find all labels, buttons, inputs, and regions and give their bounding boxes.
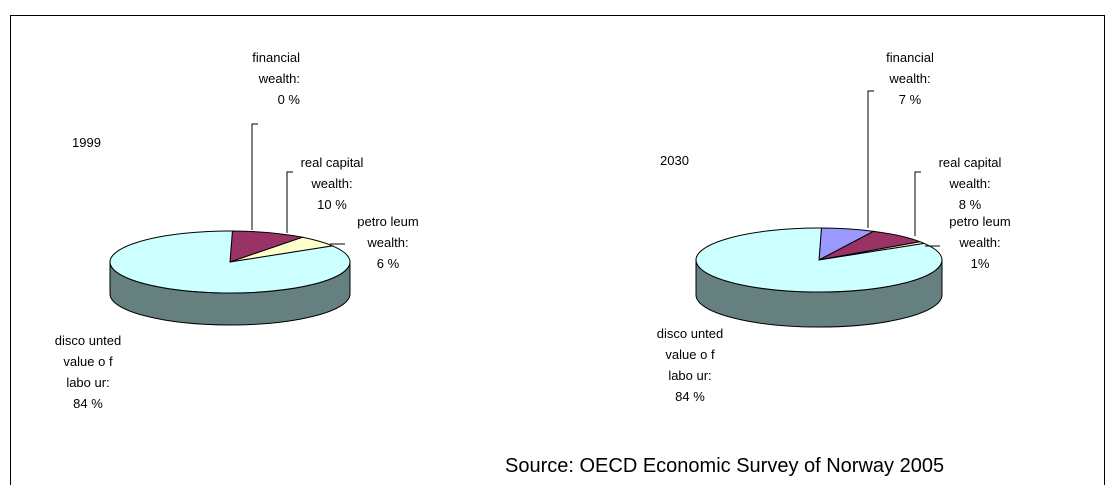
pie-slice-label: financial wealth: 7 % [886,50,934,107]
pie-title: 2030 [660,153,689,168]
pie-slice [229,230,305,263]
pie-chart-1999: 1999 financial wealth: 0 %real capital wealt… [55,50,419,411]
pie-slice [695,227,943,293]
pie-title: 1999 [72,135,101,150]
pie-slice-label: petro leum wealth: 6 % [357,214,418,271]
source-note: Source: OECD Economic Survey of Norway 2… [505,455,945,477]
pie-slice-label: petro leum wealth: 1% [949,214,1010,271]
pie-slice-label: financial wealth: 0 % [252,50,300,107]
leader-line [251,123,258,230]
leader-line [867,90,874,228]
pie-chart-2030: 2030 financial wealth: 7 %real capital wealt… [657,50,1011,404]
pie-slice-label: real capital wealth: 10 % [301,155,364,212]
pie-slice [109,230,351,294]
pie-slice-label: disco unted value o f labo ur: 84 % [657,326,724,404]
leader-line [914,171,921,236]
leader-line [286,171,293,233]
pie-slice-label: disco unted value o f labo ur: 84 % [55,333,122,411]
pie-slice-label: real capital wealth: 8 % [939,155,1002,212]
